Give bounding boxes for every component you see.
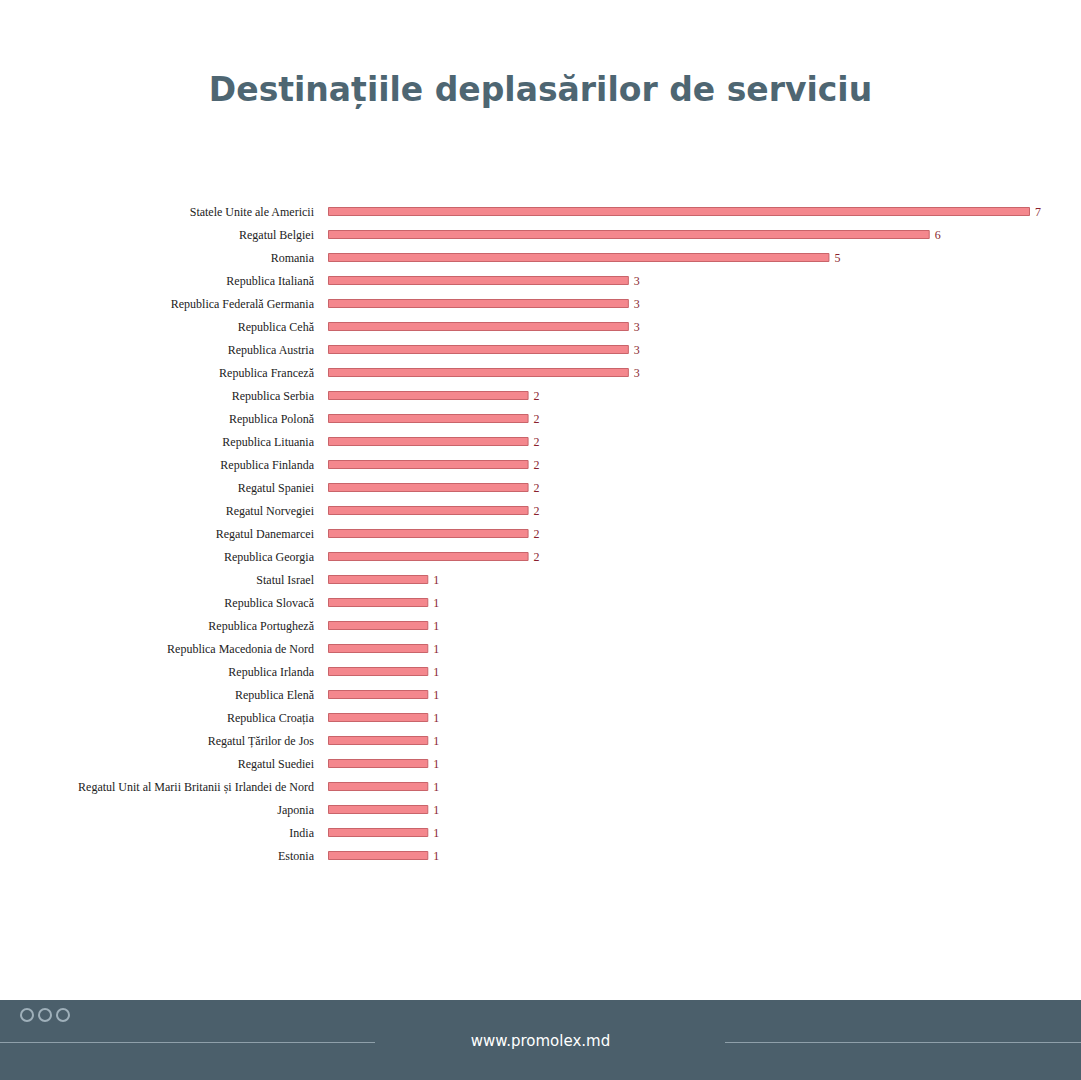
svg-text:Regatul Spaniei: Regatul Spaniei: [238, 481, 315, 495]
svg-text:Republica Slovacă: Republica Slovacă: [224, 596, 314, 610]
svg-text:3: 3: [634, 343, 640, 357]
svg-text:6: 6: [935, 228, 941, 242]
svg-text:Republica Portugheză: Republica Portugheză: [208, 619, 314, 633]
html-text:www.promolex.md: www.promolex.md: [470, 1032, 611, 1050]
svg-text:Republica Austria: Republica Austria: [228, 343, 315, 357]
svg-text:Destinațiile deplasărilor de s: Destinațiile deplasărilor de serviciu: [209, 70, 872, 109]
svg-text:Regatul Norvegiei: Regatul Norvegiei: [226, 504, 315, 518]
svg-text:Republica Croația: Republica Croația: [227, 711, 315, 725]
svg-text:2: 2: [534, 550, 540, 564]
svg-text:1: 1: [433, 596, 439, 610]
svg-text:1: 1: [433, 780, 439, 794]
svg-text:3: 3: [634, 366, 640, 380]
svg-text:Republica Elenă: Republica Elenă: [235, 688, 315, 702]
svg-text:Republica Italiană: Republica Italiană: [226, 274, 314, 288]
svg-text:2: 2: [534, 412, 540, 426]
svg-text:Republica Irlanda: Republica Irlanda: [228, 665, 314, 679]
svg-text:3: 3: [634, 297, 640, 311]
svg-text:1: 1: [433, 734, 439, 748]
svg-text:7: 7: [1035, 205, 1041, 219]
svg-text:Regatul Danemarcei: Regatul Danemarcei: [216, 527, 315, 541]
svg-text:1: 1: [433, 642, 439, 656]
svg-text:3: 3: [634, 320, 640, 334]
svg-text:India: India: [289, 826, 314, 840]
svg-text:Republica Finlanda: Republica Finlanda: [220, 458, 314, 472]
svg-text:Republica Franceză: Republica Franceză: [219, 366, 315, 380]
svg-text:2: 2: [534, 389, 540, 403]
svg-text:2: 2: [534, 458, 540, 472]
svg-text:Republica Georgia: Republica Georgia: [224, 550, 315, 564]
svg-text:Regatul Unit al Marii Britanii: Regatul Unit al Marii Britanii și Irland…: [78, 780, 314, 794]
svg-text:Republica Macedonia de Nord: Republica Macedonia de Nord: [167, 642, 314, 656]
svg-text:2: 2: [534, 527, 540, 541]
svg-text:1: 1: [433, 688, 439, 702]
svg-text:2: 2: [534, 504, 540, 518]
svg-text:Republica Lituania: Republica Lituania: [222, 435, 314, 449]
svg-text:Republica Federală Germania: Republica Federală Germania: [171, 297, 315, 311]
svg-text:5: 5: [834, 251, 840, 265]
svg-text:2: 2: [534, 435, 540, 449]
svg-text:Regatul Suediei: Regatul Suediei: [238, 757, 315, 771]
svg-text:Regatul Belgiei: Regatul Belgiei: [239, 228, 315, 242]
svg-text:Romania: Romania: [271, 251, 315, 265]
svg-text:1: 1: [433, 619, 439, 633]
svg-text:Estonia: Estonia: [278, 849, 315, 863]
svg-text:Statul Israel: Statul Israel: [256, 573, 314, 587]
svg-text:Regatul Țărilor de Jos: Regatul Țărilor de Jos: [208, 734, 315, 748]
svg-text:1: 1: [433, 573, 439, 587]
svg-text:Republica Polonă: Republica Polonă: [229, 412, 315, 426]
svg-text:1: 1: [433, 665, 439, 679]
svg-text:3: 3: [634, 274, 640, 288]
svg-text:Statele Unite ale Americii: Statele Unite ale Americii: [190, 205, 315, 219]
svg-text:1: 1: [433, 757, 439, 771]
svg-text:2: 2: [534, 481, 540, 495]
svg-text:Republica Cehă: Republica Cehă: [238, 320, 315, 334]
svg-text:1: 1: [433, 803, 439, 817]
svg-text:1: 1: [433, 826, 439, 840]
svg-text:1: 1: [433, 849, 439, 863]
svg-text:Republica Serbia: Republica Serbia: [232, 389, 315, 403]
svg-text:1: 1: [433, 711, 439, 725]
svg-text:Japonia: Japonia: [277, 803, 314, 817]
